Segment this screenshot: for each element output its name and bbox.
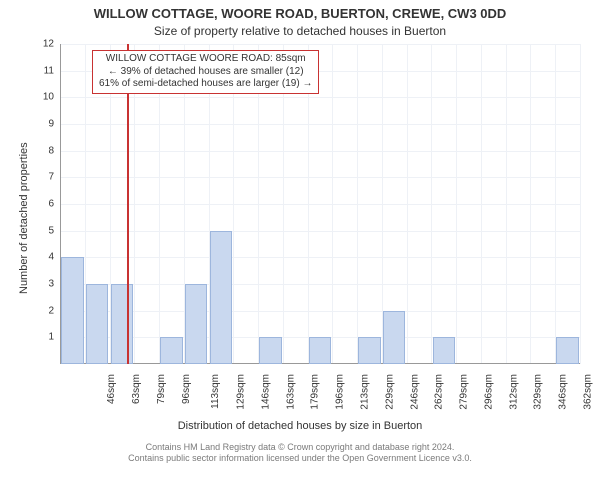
gridline-h bbox=[60, 311, 580, 312]
gridline-h bbox=[60, 231, 580, 232]
x-tick-label: 79sqm bbox=[156, 374, 167, 404]
footer-line-2: Contains public sector information licen… bbox=[0, 453, 600, 464]
chart-title: WILLOW COTTAGE, WOORE ROAD, BUERTON, CRE… bbox=[0, 6, 600, 21]
gridline-v bbox=[357, 44, 358, 364]
bar bbox=[61, 257, 83, 364]
y-tick-label: 12 bbox=[36, 39, 54, 50]
x-tick-label: 96sqm bbox=[181, 374, 192, 404]
bar bbox=[556, 337, 578, 364]
gridline-v bbox=[555, 44, 556, 364]
gridline-v bbox=[332, 44, 333, 364]
gridline-h bbox=[60, 177, 580, 178]
y-tick-label: 3 bbox=[36, 279, 54, 290]
x-tick-label: 246sqm bbox=[409, 374, 420, 410]
y-tick-label: 9 bbox=[36, 119, 54, 130]
y-tick-label: 7 bbox=[36, 172, 54, 183]
x-tick-label: 312sqm bbox=[508, 374, 519, 410]
x-tick-label: 196sqm bbox=[335, 374, 346, 410]
x-tick-label: 63sqm bbox=[131, 374, 142, 404]
x-tick-label: 362sqm bbox=[582, 374, 593, 410]
bar bbox=[383, 311, 405, 364]
x-tick-label: 146sqm bbox=[261, 374, 272, 410]
x-tick-label: 279sqm bbox=[459, 374, 470, 410]
y-tick-label: 2 bbox=[36, 305, 54, 316]
gridline-h bbox=[60, 97, 580, 98]
bar bbox=[111, 284, 133, 364]
y-tick-label: 10 bbox=[36, 92, 54, 103]
gridline-v bbox=[530, 44, 531, 364]
bar bbox=[433, 337, 455, 364]
gridline-h bbox=[60, 44, 580, 45]
bar bbox=[86, 284, 108, 364]
gridline-h bbox=[60, 151, 580, 152]
legend-box: WILLOW COTTAGE WOORE ROAD: 85sqm ← 39% o… bbox=[92, 50, 319, 94]
gridline-v bbox=[407, 44, 408, 364]
gridline-v bbox=[431, 44, 432, 364]
bar bbox=[185, 284, 207, 364]
gridline-h bbox=[60, 124, 580, 125]
y-tick-label: 5 bbox=[36, 225, 54, 236]
chart-container: { "title": { "text": "WILLOW COTTAGE, WO… bbox=[0, 0, 600, 500]
bar bbox=[309, 337, 331, 364]
x-tick-label: 129sqm bbox=[236, 374, 247, 410]
x-axis-label: Distribution of detached houses by size … bbox=[0, 420, 600, 432]
chart-subtitle: Size of property relative to detached ho… bbox=[0, 24, 600, 38]
gridline-v bbox=[481, 44, 482, 364]
legend-line-2: ← 39% of detached houses are smaller (12… bbox=[99, 66, 312, 79]
bar bbox=[259, 337, 281, 364]
x-tick-label: 46sqm bbox=[106, 374, 117, 404]
x-tick-label: 163sqm bbox=[285, 374, 296, 410]
y-tick-label: 8 bbox=[36, 145, 54, 156]
x-tick-label: 262sqm bbox=[434, 374, 445, 410]
x-tick-label: 346sqm bbox=[558, 374, 569, 410]
gridline-v bbox=[580, 44, 581, 364]
y-tick-label: 1 bbox=[36, 332, 54, 343]
footer-line-1: Contains HM Land Registry data © Crown c… bbox=[0, 442, 600, 453]
y-axis-label: Number of detached properties bbox=[18, 142, 30, 294]
x-tick-label: 113sqm bbox=[210, 374, 221, 409]
footer-attribution: Contains HM Land Registry data © Crown c… bbox=[0, 442, 600, 464]
y-tick-label: 4 bbox=[36, 252, 54, 263]
bar bbox=[210, 231, 232, 364]
x-tick-label: 229sqm bbox=[384, 374, 395, 410]
gridline-v bbox=[506, 44, 507, 364]
gridline-h bbox=[60, 257, 580, 258]
y-tick-label: 11 bbox=[36, 65, 54, 76]
x-tick-label: 213sqm bbox=[360, 374, 371, 410]
x-tick-label: 179sqm bbox=[310, 374, 321, 410]
x-tick-label: 329sqm bbox=[533, 374, 544, 410]
legend-line-3: 61% of semi-detached houses are larger (… bbox=[99, 78, 312, 91]
gridline-h bbox=[60, 284, 580, 285]
x-tick-label: 296sqm bbox=[483, 374, 494, 410]
bar bbox=[358, 337, 380, 364]
gridline-h bbox=[60, 204, 580, 205]
bar bbox=[160, 337, 182, 364]
legend-line-1: WILLOW COTTAGE WOORE ROAD: 85sqm bbox=[99, 53, 312, 66]
y-tick-label: 6 bbox=[36, 199, 54, 210]
gridline-v bbox=[456, 44, 457, 364]
